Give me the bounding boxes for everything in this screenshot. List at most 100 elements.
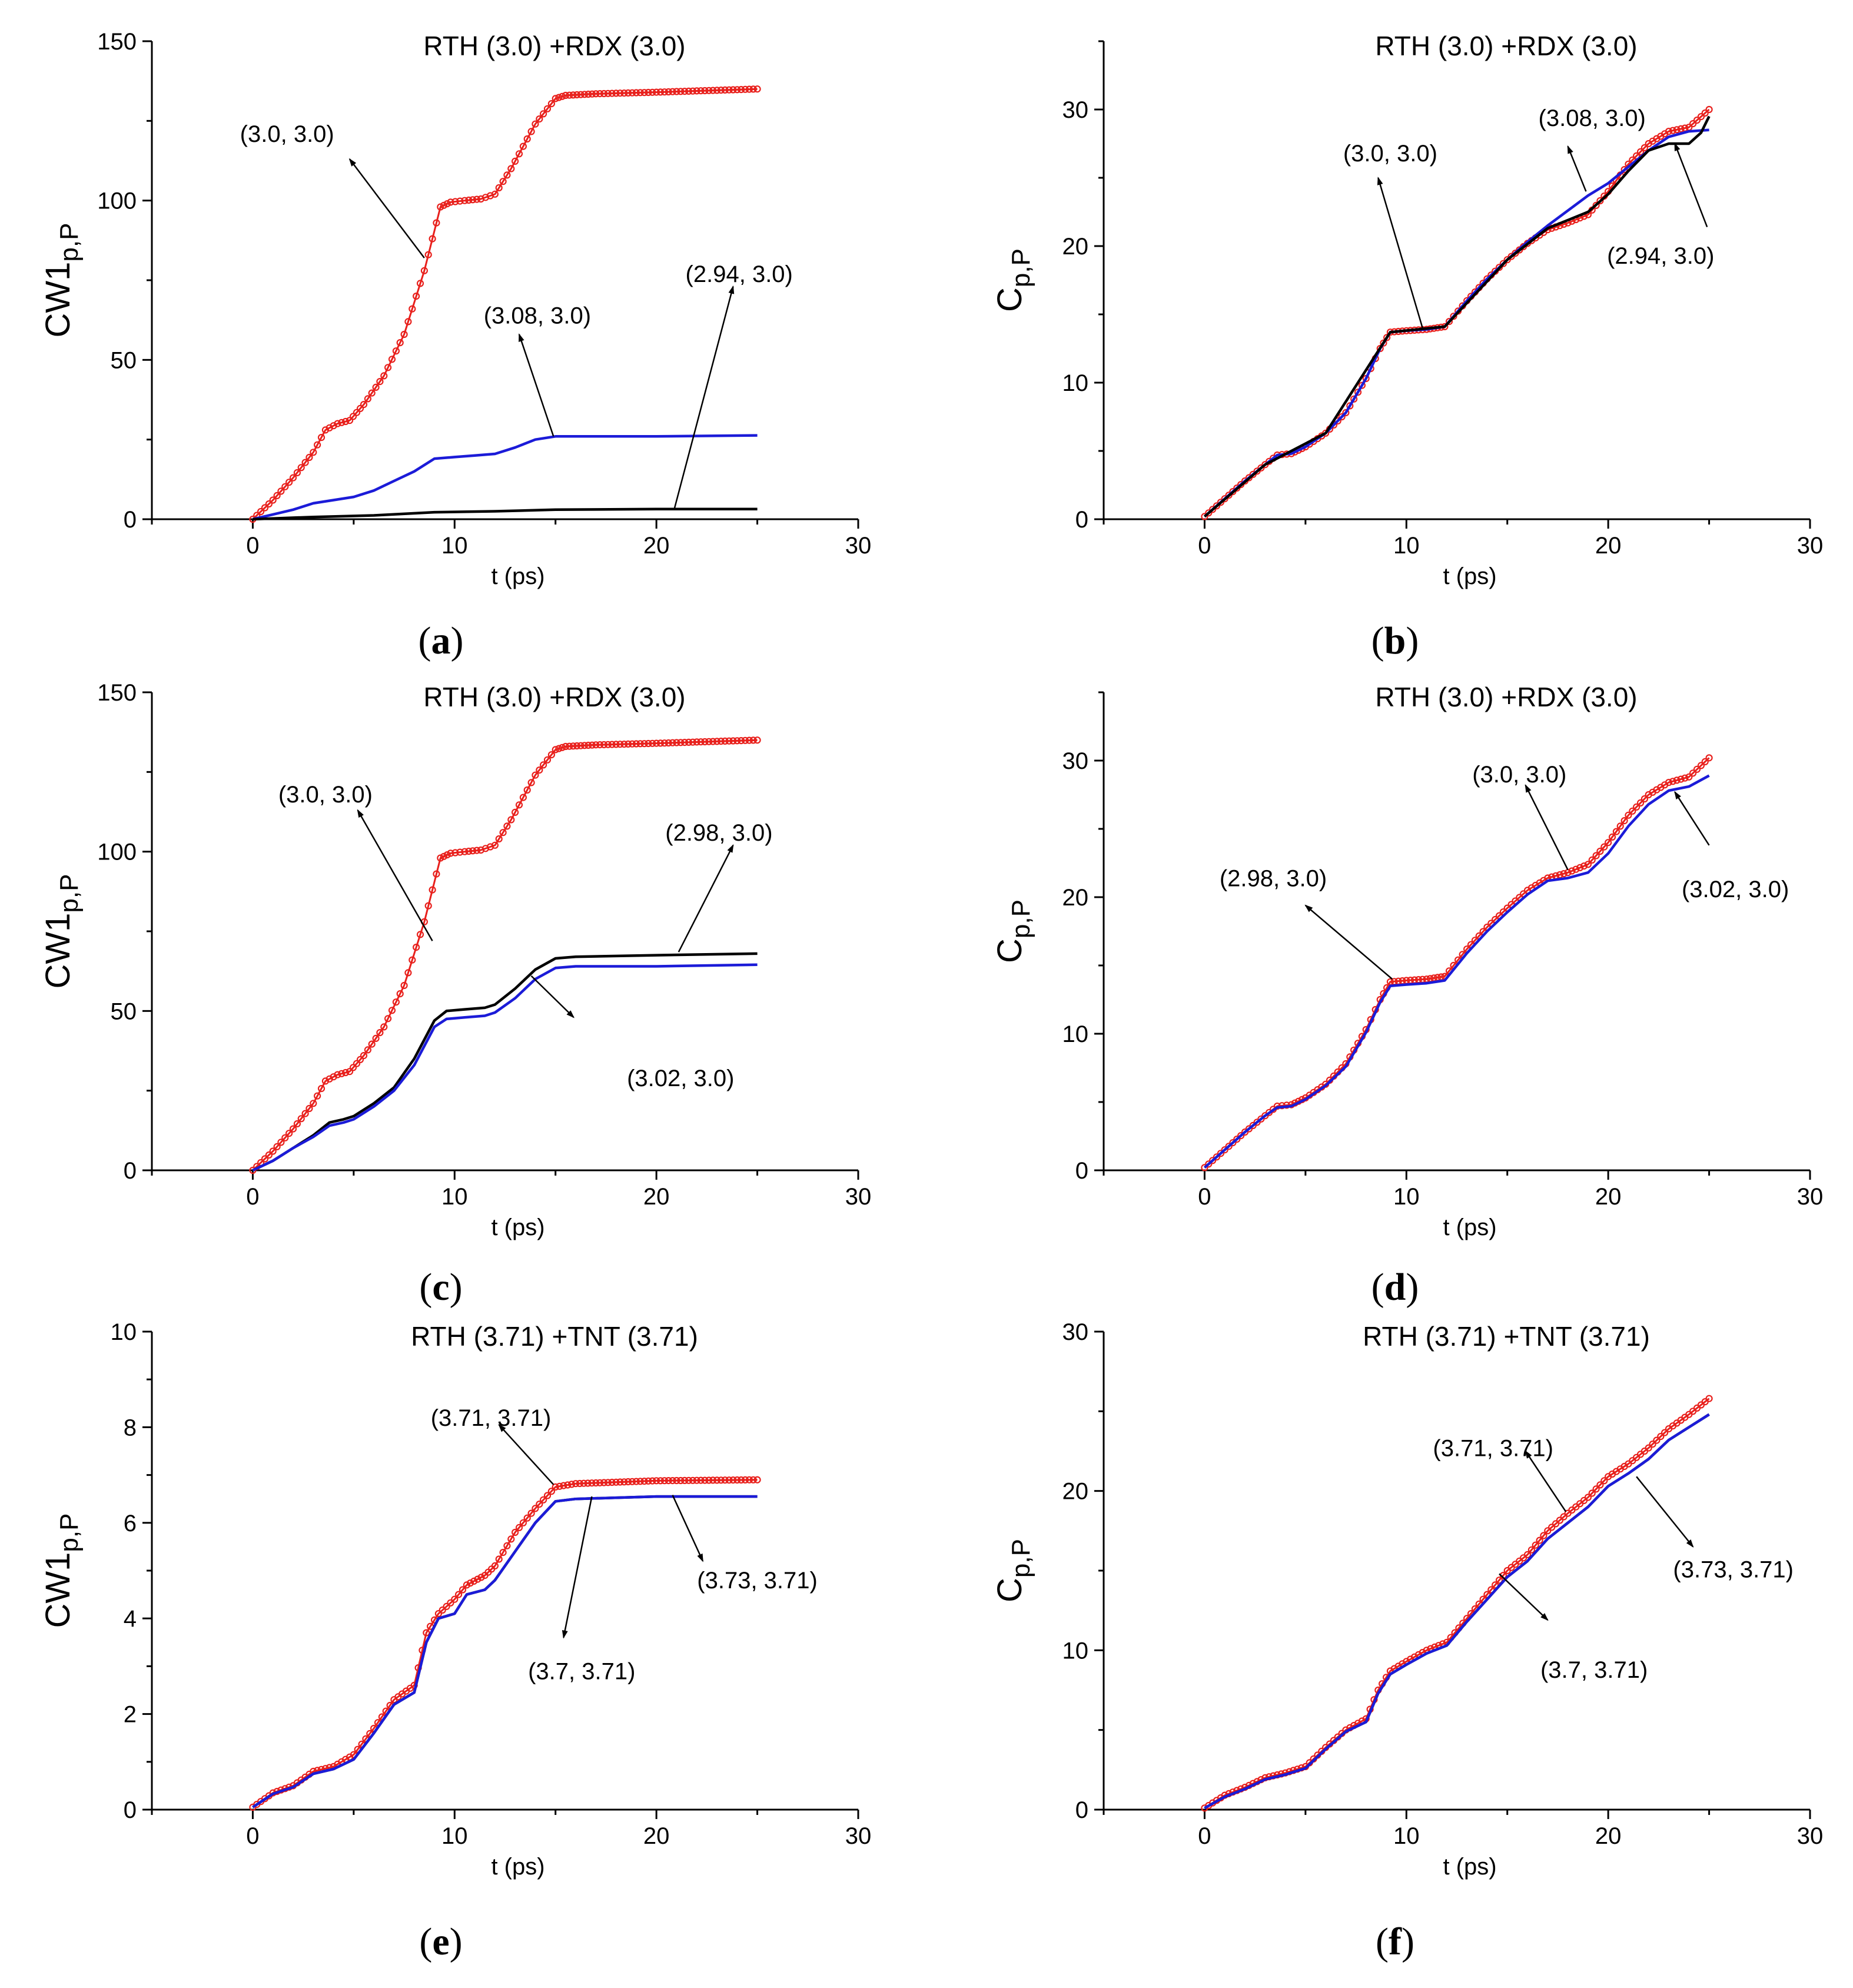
data-point-marker [433, 219, 440, 227]
data-point-marker [297, 464, 305, 472]
data-point-marker [503, 822, 511, 830]
data-point-marker [1237, 1131, 1245, 1140]
data-point-marker [1499, 260, 1507, 267]
data-point-marker [600, 741, 608, 749]
data-point-marker [737, 86, 745, 94]
x-tick-label: 10 [1393, 1823, 1420, 1849]
data-point-marker [297, 1115, 305, 1123]
data-point-marker [1527, 1546, 1535, 1554]
data-point-marker [527, 1509, 535, 1517]
series-line [252, 434, 758, 521]
data-point-marker [301, 1110, 309, 1117]
annotation-label: (3.0, 3.0) [278, 782, 373, 808]
y-tick-label: 150 [97, 680, 137, 706]
y-axis-title: Cp,P [991, 900, 1035, 963]
data-point-marker [701, 87, 709, 95]
data-point-marker [1350, 395, 1358, 403]
data-point-marker [1629, 807, 1636, 815]
data-point-marker [580, 1479, 587, 1487]
data-point-marker [1383, 334, 1391, 341]
data-point-marker [1620, 817, 1628, 825]
data-point-marker [640, 89, 648, 97]
data-point-marker [588, 90, 596, 98]
data-point-marker [753, 85, 761, 93]
annotation-label: (3.02, 3.0) [627, 1066, 734, 1091]
data-point-marker [338, 419, 346, 426]
data-point-marker [1217, 1150, 1224, 1157]
data-point-marker [289, 1125, 297, 1133]
data-point-marker [466, 1579, 474, 1587]
data-point-marker [293, 1120, 301, 1128]
x-tick-label: 20 [1595, 533, 1622, 559]
data-point-marker [600, 1479, 608, 1486]
data-point-marker [1556, 871, 1563, 879]
data-point-marker [1693, 765, 1701, 773]
data-point-marker [281, 1134, 289, 1141]
y-tick-label: 0 [124, 1797, 137, 1823]
data-point-marker [1213, 1153, 1221, 1161]
y-tick-label: 30 [1062, 97, 1089, 123]
annotation-label: (3.73, 3.71) [697, 1568, 818, 1594]
data-point-marker [1693, 117, 1701, 124]
data-point-marker [532, 771, 539, 779]
series-line [253, 507, 758, 521]
x-tick-label: 0 [246, 1184, 259, 1210]
data-point-marker [330, 1073, 337, 1081]
data-point-marker [523, 786, 531, 794]
data-point-marker [660, 1477, 669, 1485]
data-point-marker [685, 87, 693, 95]
data-point-marker [451, 849, 459, 857]
data-point-marker [652, 88, 660, 96]
data-point-marker [1689, 769, 1697, 777]
data-point-marker [356, 1056, 364, 1064]
annotation-label: (2.94, 3.0) [686, 261, 793, 287]
data-point-marker [536, 115, 543, 123]
data-point-marker [616, 741, 624, 748]
data-point-marker [404, 969, 412, 977]
data-point-marker [384, 1015, 392, 1023]
data-point-marker [632, 740, 640, 748]
data-point-marker [729, 737, 737, 745]
data-point-marker [376, 377, 384, 386]
data-point-marker [1544, 1527, 1552, 1535]
data-point-marker [552, 746, 559, 754]
data-point-marker [713, 1476, 721, 1484]
y-tick-label: 10 [1062, 1638, 1089, 1664]
data-point-marker [737, 736, 745, 745]
data-point-marker [628, 740, 636, 748]
data-point-marker [310, 449, 317, 456]
data-point-marker [705, 738, 713, 745]
data-point-marker [669, 1477, 676, 1485]
data-point-marker [1233, 1135, 1241, 1143]
chart-panel-c: 0 10 20 30 0 50 100 150 t (ps) CW1p,P RTH (3.0) +R… [39, 680, 871, 1240]
data-point-marker [1697, 113, 1705, 121]
data-point-marker [649, 739, 656, 747]
annotation-arrow [1525, 784, 1569, 871]
data-point-marker [461, 848, 469, 855]
data-point-marker [459, 1586, 467, 1594]
y-tick-label: 30 [1062, 748, 1089, 774]
data-point-marker [1625, 811, 1632, 819]
annotation-label: (2.98, 3.0) [665, 820, 772, 846]
chart-title: RTH (3.71) +TNT (3.71) [1363, 1321, 1650, 1352]
annotation-label: (3.71, 3.71) [431, 1405, 552, 1431]
data-point-marker [532, 120, 539, 128]
data-point-marker [685, 738, 693, 746]
data-point-marker [257, 507, 265, 516]
data-point-marker [721, 737, 729, 745]
data-point-marker [636, 1478, 644, 1485]
panel-label: (d) [1372, 1266, 1419, 1309]
data-point-marker [1445, 317, 1453, 326]
data-point-marker [685, 1476, 693, 1484]
data-point-marker [440, 852, 448, 860]
data-point-marker [552, 1483, 559, 1491]
data-point-marker [289, 474, 297, 482]
data-point-marker [567, 1481, 576, 1488]
data-point-marker [624, 89, 632, 97]
data-point-marker [416, 931, 424, 938]
data-point-marker [1588, 1489, 1596, 1497]
data-point-marker [677, 1476, 685, 1485]
data-point-marker [265, 1151, 273, 1159]
data-point-marker [645, 1477, 652, 1485]
data-point-marker [491, 190, 499, 198]
